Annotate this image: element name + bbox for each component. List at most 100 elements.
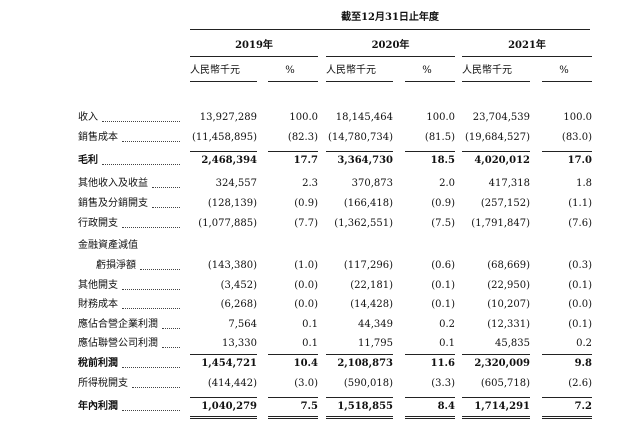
rule [462, 418, 530, 419]
amount-cell: (22,181) [350, 280, 393, 291]
leader [102, 121, 180, 122]
unit-header: % [285, 65, 295, 76]
leader [122, 308, 180, 309]
year-header: 2019年 [235, 40, 273, 51]
row-label: 收入 [78, 112, 98, 123]
amount-cell: 2,320,009 [474, 358, 530, 369]
percent-cell: 0.1 [302, 319, 318, 330]
amount-cell: 11,795 [358, 338, 393, 349]
percent-cell: (0.0) [294, 299, 318, 310]
percent-cell: 7.5 [300, 401, 318, 412]
rule [542, 151, 592, 152]
rule [405, 81, 455, 82]
rule [190, 29, 590, 30]
amount-cell: (68,669) [487, 260, 530, 271]
amount-cell: 13,330 [222, 338, 257, 349]
percent-cell: 2.0 [439, 178, 455, 189]
leader [132, 387, 180, 388]
unit-header: 人民幣千元 [326, 65, 376, 76]
rule [462, 397, 530, 398]
leader [140, 269, 180, 270]
rule [190, 397, 257, 398]
percent-cell: (1.0) [294, 260, 318, 271]
rule [268, 416, 318, 417]
amount-cell: (590,018) [343, 378, 393, 389]
amount-cell: (257,152) [480, 198, 530, 209]
amount-cell: (12,331) [487, 319, 530, 330]
unit-header: % [422, 65, 432, 76]
rule [326, 354, 393, 355]
rule [405, 418, 455, 419]
percent-cell: (0.0) [568, 299, 592, 310]
amount-cell: 44,349 [358, 319, 393, 330]
leader [122, 367, 180, 368]
rule [268, 354, 318, 355]
row-label: 應佔合營企業利潤 [78, 319, 158, 330]
rule [190, 81, 257, 82]
percent-cell: (0.0) [294, 280, 318, 291]
amount-cell: (605,718) [480, 378, 530, 389]
percent-cell: (0.1) [568, 319, 592, 330]
rule [268, 151, 318, 152]
percent-cell: 100.0 [289, 112, 318, 123]
rule [542, 416, 592, 417]
amount-cell: 2,108,873 [337, 358, 393, 369]
percent-cell: (0.3) [568, 260, 592, 271]
percent-cell: 10.4 [293, 358, 318, 369]
percent-cell: 17.7 [293, 155, 318, 166]
row-label: 稅前利潤 [78, 358, 118, 369]
row-label: 其他開支 [78, 280, 118, 291]
amount-cell: 417,318 [488, 178, 530, 189]
rule [462, 151, 530, 152]
row-label: 毛利 [78, 155, 98, 166]
row-label: 銷售成本 [78, 132, 118, 143]
row-label: 財務成本 [78, 299, 118, 310]
leader [162, 347, 180, 348]
amount-cell: 1,040,279 [201, 401, 257, 412]
rule [542, 81, 592, 82]
amount-cell: (3,452) [220, 280, 257, 291]
amount-cell: (6,268) [220, 299, 257, 310]
rule [268, 418, 318, 419]
amount-cell: (117,296) [343, 260, 393, 271]
percent-cell: 0.2 [439, 319, 455, 330]
amount-cell: 1,518,855 [337, 401, 393, 412]
year-header: 2020年 [371, 40, 410, 51]
rule [190, 416, 257, 417]
amount-cell: 324,557 [215, 178, 257, 189]
rule [268, 397, 318, 398]
percent-cell: 11.6 [430, 358, 455, 369]
rule [462, 354, 530, 355]
percent-cell: (0.1) [568, 280, 592, 291]
unit-header: 人民幣千元 [462, 65, 512, 76]
percent-cell: (83.0) [561, 132, 592, 143]
leader [122, 289, 180, 290]
unit-header: 人民幣千元 [190, 65, 240, 76]
amount-cell: 2,468,394 [201, 155, 257, 166]
leader [152, 187, 180, 188]
percent-cell: (2.6) [568, 378, 592, 389]
rule [326, 416, 393, 417]
percent-cell: 0.2 [576, 338, 592, 349]
rule [405, 397, 455, 398]
percent-cell: 100.0 [563, 112, 592, 123]
row-label: 應佔聯營公司利潤 [78, 338, 158, 349]
rule [326, 151, 393, 152]
rule [190, 418, 257, 419]
amount-cell: 45,835 [495, 338, 530, 349]
amount-cell: (10,207) [487, 299, 530, 310]
amount-cell: (1,077,885) [198, 218, 257, 229]
amount-cell: (14,780,734) [327, 132, 393, 143]
leader [122, 141, 180, 142]
amount-cell: (11,458,895) [191, 132, 257, 143]
rule [462, 81, 530, 82]
amount-cell: 4,020,012 [474, 155, 530, 166]
leader [122, 410, 180, 411]
percent-cell: (82.3) [287, 132, 318, 143]
percent-cell: (0.1) [431, 280, 455, 291]
amount-cell: (1,791,847) [471, 218, 530, 229]
row-label: 年內利潤 [78, 401, 118, 412]
amount-cell: (1,362,551) [334, 218, 393, 229]
amount-cell: (14,428) [350, 299, 393, 310]
